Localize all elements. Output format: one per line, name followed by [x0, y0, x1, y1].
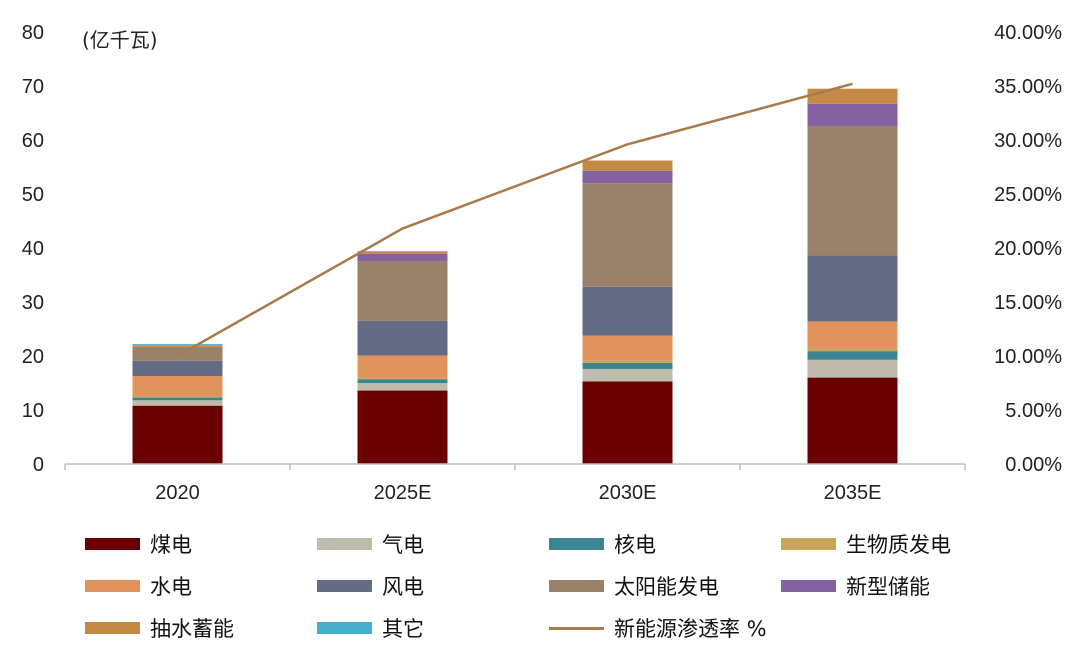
legend-swatch	[85, 580, 140, 592]
legend-swatch	[549, 580, 604, 592]
legend-swatch	[85, 622, 140, 634]
right-tick-label: 15.00%	[994, 292, 1062, 314]
legend-swatch	[549, 626, 604, 630]
bar-segment	[357, 379, 448, 383]
legend-label: 新型储能	[846, 575, 930, 599]
bar-segment	[357, 383, 448, 391]
right-tick-label: 0.00%	[1005, 454, 1062, 476]
left-tick-label: 10	[22, 400, 44, 422]
bar-segment	[582, 363, 673, 369]
legend-swatch	[781, 580, 836, 592]
x-tick-label: 2035E	[824, 482, 882, 504]
bar-segment	[357, 377, 448, 380]
x-axis-labels: 2020 2025E 2030E 2035E	[155, 482, 881, 504]
legend-label: 太阳能发电	[614, 575, 719, 599]
legend-item: 新能源渗透率 %	[549, 612, 767, 644]
bar-segment	[807, 377, 898, 464]
bar-segment	[357, 355, 448, 378]
x-axis	[64, 463, 966, 470]
bar-segment	[582, 286, 673, 336]
legend-swatch	[317, 538, 372, 550]
bar-segment	[132, 375, 223, 396]
bar-segment	[132, 395, 223, 398]
bar-segment	[357, 251, 448, 254]
legend-label: 新能源渗透率 %	[614, 617, 767, 641]
legend-item: 新型储能	[781, 570, 930, 602]
bar-segment	[132, 397, 223, 401]
left-tick-label: 30	[22, 292, 44, 314]
legend-label: 水电	[150, 575, 192, 599]
legend-label: 其它	[382, 617, 424, 641]
bar-segment	[357, 260, 448, 321]
bar-segment	[357, 253, 448, 261]
bar-segment	[132, 346, 223, 361]
left-tick-label: 70	[22, 76, 44, 98]
bar-segment	[807, 103, 898, 126]
legend-item: 太阳能发电	[549, 570, 719, 602]
legend-label: 煤电	[150, 533, 192, 557]
right-tick-label: 5.00%	[1005, 400, 1062, 422]
bar-segment	[807, 351, 898, 360]
legend-swatch	[549, 538, 604, 550]
right-tick-label: 30.00%	[994, 130, 1062, 152]
right-tick-label: 20.00%	[994, 238, 1062, 260]
left-tick-label: 40	[22, 238, 44, 260]
bar-segment	[132, 400, 223, 406]
legend-swatch	[85, 538, 140, 550]
chart: 0 10 20 30 40 50 60 70 80 0.00% 5.00% 10.00% 15.00%…	[22, 22, 1062, 504]
bar-segment	[807, 125, 898, 256]
left-axis-ticks: 0 10 20 30 40 50 60 70 80	[22, 22, 44, 476]
left-tick-label: 50	[22, 184, 44, 206]
bar-segment	[582, 360, 673, 364]
bar-segment	[807, 359, 898, 378]
bar-segment	[807, 88, 898, 104]
legend-label: 风电	[382, 575, 424, 599]
legend-swatch	[317, 580, 372, 592]
left-tick-label: 20	[22, 346, 44, 368]
bar-segment	[357, 390, 448, 464]
legend-item: 生物质发电	[781, 528, 951, 560]
legend-label: 气电	[382, 533, 424, 557]
legend-label: 生物质发电	[846, 533, 951, 557]
legend-item: 抽水蓄能	[85, 612, 234, 644]
right-tick-label: 10.00%	[994, 346, 1062, 368]
unit-label: (亿千瓦)	[82, 28, 158, 52]
bar-segment	[807, 348, 898, 352]
legend-label: 抽水蓄能	[150, 617, 234, 641]
bar-segment	[582, 335, 673, 361]
bar-segment	[582, 183, 673, 287]
bar-segment	[132, 345, 223, 347]
legend-swatch	[781, 538, 836, 550]
bar-segment	[807, 321, 898, 349]
penetration-line	[176, 82, 853, 358]
x-tick-label: 2030E	[599, 482, 657, 504]
bar-segment	[132, 344, 223, 346]
x-tick-label: 2025E	[374, 482, 432, 504]
legend-item: 煤电	[85, 528, 192, 560]
bar-segment	[132, 405, 223, 464]
legend-item: 其它	[317, 612, 424, 644]
legend-item: 气电	[317, 528, 424, 560]
right-tick-label: 40.00%	[994, 22, 1062, 44]
legend-item: 水电	[85, 570, 192, 602]
right-tick-label: 25.00%	[994, 184, 1062, 206]
right-tick-label: 35.00%	[994, 76, 1062, 98]
bar-segment	[807, 255, 898, 322]
bar-segment	[582, 170, 673, 184]
bars	[132, 88, 898, 464]
legend-item: 核电	[549, 528, 656, 560]
left-tick-label: 80	[22, 22, 44, 44]
legend-item: 风电	[317, 570, 424, 602]
bar-segment	[582, 381, 673, 464]
x-tick-label: 2020	[155, 482, 200, 504]
bar-segment	[132, 360, 223, 376]
left-tick-label: 0	[33, 454, 44, 476]
bar-segment	[582, 368, 673, 382]
left-tick-label: 60	[22, 130, 44, 152]
right-axis-ticks: 0.00% 5.00% 10.00% 15.00% 20.00% 25.00% 30.00%…	[994, 22, 1062, 476]
bar-segment	[357, 320, 448, 356]
legend-label: 核电	[614, 533, 656, 557]
bar-segment	[582, 160, 673, 171]
legend-swatch	[317, 622, 372, 634]
